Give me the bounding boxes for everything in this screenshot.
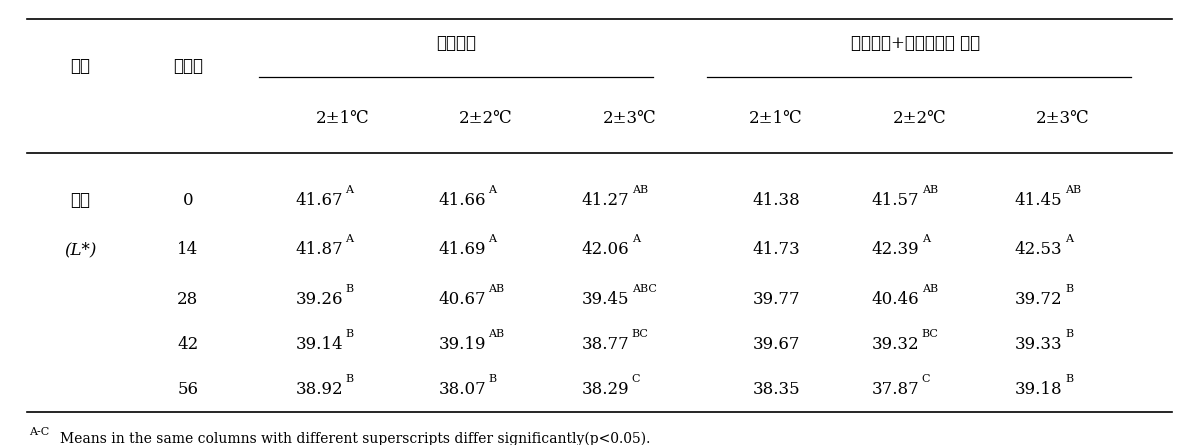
Text: A: A — [345, 235, 354, 244]
Text: B: B — [345, 329, 354, 339]
Text: AB: AB — [632, 185, 647, 195]
Text: A: A — [488, 235, 496, 244]
Text: 39.77: 39.77 — [752, 291, 800, 307]
Text: 41.45: 41.45 — [1014, 192, 1062, 209]
Text: 저장일: 저장일 — [173, 58, 203, 75]
Text: BC: BC — [632, 329, 649, 339]
Text: C: C — [632, 375, 640, 384]
Text: C: C — [922, 375, 930, 384]
Text: Means in the same columns with different superscripts differ significantly(p<0.0: Means in the same columns with different… — [60, 432, 650, 445]
Text: 42.06: 42.06 — [582, 241, 629, 258]
Text: 41.69: 41.69 — [439, 241, 486, 258]
Text: A: A — [488, 185, 496, 195]
Text: A: A — [922, 235, 929, 244]
Text: B: B — [345, 375, 354, 384]
Text: 39.14: 39.14 — [295, 336, 343, 353]
Text: 41.66: 41.66 — [439, 192, 486, 209]
Text: 39.72: 39.72 — [1014, 291, 1062, 307]
Text: A: A — [345, 185, 354, 195]
Text: ABC: ABC — [632, 284, 657, 294]
Text: AB: AB — [1065, 185, 1081, 195]
Text: (L*): (L*) — [65, 241, 97, 258]
Text: AB: AB — [488, 284, 505, 294]
Text: 항목: 항목 — [71, 58, 90, 75]
Text: A-C: A-C — [29, 427, 49, 437]
Text: 42: 42 — [177, 336, 198, 353]
Text: 40.67: 40.67 — [439, 291, 486, 307]
Text: 2±1℃: 2±1℃ — [749, 109, 803, 126]
Text: 38.35: 38.35 — [752, 381, 800, 398]
Text: 2±3℃: 2±3℃ — [602, 109, 656, 126]
Text: 38.77: 38.77 — [582, 336, 629, 353]
Text: 진공포장: 진공포장 — [436, 36, 476, 53]
Text: 37.87: 37.87 — [872, 381, 920, 398]
Text: A: A — [1065, 235, 1073, 244]
Text: 39.45: 39.45 — [582, 291, 629, 307]
Text: B: B — [1065, 329, 1073, 339]
Text: 40.46: 40.46 — [872, 291, 920, 307]
Text: B: B — [345, 284, 354, 294]
Text: 39.18: 39.18 — [1014, 381, 1062, 398]
Text: BC: BC — [922, 329, 939, 339]
Text: AB: AB — [922, 284, 938, 294]
Text: AB: AB — [922, 185, 938, 195]
Text: 38.29: 38.29 — [582, 381, 629, 398]
Text: 41.57: 41.57 — [872, 192, 920, 209]
Text: 2±3℃: 2±3℃ — [1036, 109, 1090, 126]
Text: 56: 56 — [177, 381, 198, 398]
Text: B: B — [1065, 284, 1073, 294]
Text: B: B — [488, 375, 496, 384]
Text: 39.67: 39.67 — [753, 336, 800, 353]
Text: 진공포장+골판지박스 포장: 진공포장+골판지박스 포장 — [851, 36, 981, 53]
Text: 42.53: 42.53 — [1014, 241, 1062, 258]
Text: 명도: 명도 — [71, 192, 90, 209]
Text: 42.39: 42.39 — [872, 241, 920, 258]
Text: 39.32: 39.32 — [872, 336, 920, 353]
Text: 41.27: 41.27 — [582, 192, 629, 209]
Text: 38.92: 38.92 — [295, 381, 343, 398]
Text: A: A — [632, 235, 640, 244]
Text: 39.33: 39.33 — [1014, 336, 1062, 353]
Text: 41.67: 41.67 — [295, 192, 343, 209]
Text: 41.87: 41.87 — [295, 241, 343, 258]
Text: 2±2℃: 2±2℃ — [459, 109, 513, 126]
Text: 28: 28 — [177, 291, 198, 307]
Text: 41.38: 41.38 — [752, 192, 800, 209]
Text: B: B — [1065, 375, 1073, 384]
Text: 41.73: 41.73 — [752, 241, 800, 258]
Text: 39.19: 39.19 — [439, 336, 486, 353]
Text: 2±1℃: 2±1℃ — [317, 109, 369, 126]
Text: 38.07: 38.07 — [439, 381, 486, 398]
Text: 14: 14 — [177, 241, 198, 258]
Text: 39.26: 39.26 — [295, 291, 343, 307]
Text: AB: AB — [488, 329, 505, 339]
Text: 0: 0 — [182, 192, 193, 209]
Text: 2±2℃: 2±2℃ — [892, 109, 946, 126]
